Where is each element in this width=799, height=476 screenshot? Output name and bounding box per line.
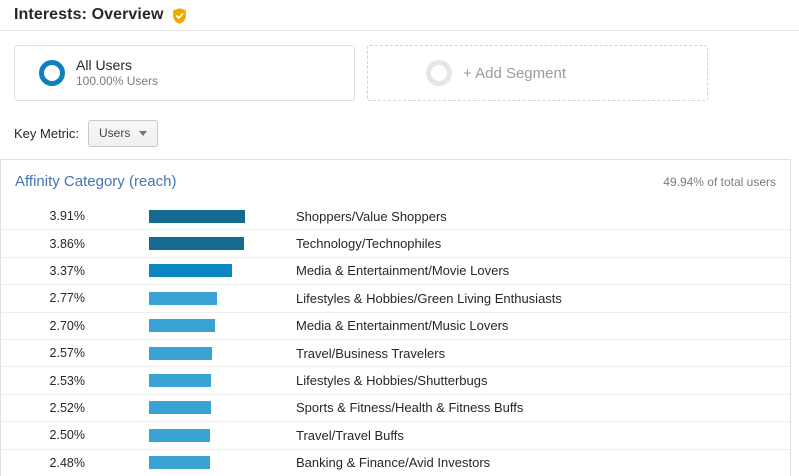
row-label: Travel/Business Travelers (296, 345, 446, 361)
affinity-category-link[interactable]: Affinity Category (reach) (15, 173, 177, 190)
empty-segment-circle-icon (426, 60, 452, 86)
segment-sublabel: 100.00% Users (76, 74, 159, 88)
total-users-percentage: 49.94% of total users (663, 175, 776, 189)
row-percent: 2.57% (49, 346, 85, 361)
row-bar-cell (149, 456, 296, 470)
segment-cards: All Users 100.00% Users + Add Segment (0, 31, 799, 101)
row-bar-cell (149, 401, 296, 415)
row-bar-cell (149, 291, 296, 305)
key-metric-selected-value: Users (99, 126, 131, 140)
row-bar-cell (149, 374, 296, 388)
key-metric-dropdown[interactable]: Users (88, 119, 159, 147)
table-row: 2.57% Travel/Business Travelers (1, 340, 790, 368)
affinity-panel: Affinity Category (reach) 49.94% of tota… (0, 159, 791, 476)
row-label: Sports & Fitness/Health & Fitness Buffs (296, 400, 524, 416)
row-bar-cell (149, 237, 296, 251)
row-label: Media & Entertainment/Movie Lovers (296, 263, 510, 279)
row-label: Lifestyles & Hobbies/Green Living Enthus… (296, 290, 562, 306)
table-row: 3.91% Shoppers/Value Shoppers (1, 203, 790, 231)
row-bar (149, 401, 211, 415)
row-bar-cell (149, 264, 296, 278)
table-row: 2.48% Banking & Finance/Avid Investors (1, 450, 790, 476)
table-row: 2.53% Lifestyles & Hobbies/Shutterbugs (1, 367, 790, 395)
row-percent: 2.52% (49, 400, 85, 415)
row-label: Banking & Finance/Avid Investors (296, 455, 491, 471)
row-bar (149, 264, 232, 278)
row-label: Technology/Technophiles (296, 236, 442, 252)
segment-circle-icon (39, 60, 65, 86)
table-row: 3.37% Media & Entertainment/Movie Lovers (1, 258, 790, 286)
row-bar (149, 237, 244, 251)
row-label: Media & Entertainment/Music Lovers (296, 318, 509, 334)
row-bar (149, 346, 212, 360)
verified-shield-icon (171, 7, 188, 25)
row-percent: 2.53% (49, 373, 85, 388)
row-bar (149, 456, 210, 470)
row-percent: 2.70% (49, 318, 85, 333)
row-label: Shoppers/Value Shoppers (296, 208, 447, 224)
row-percent: 3.86% (49, 236, 85, 251)
row-label: Lifestyles & Hobbies/Shutterbugs (296, 373, 488, 389)
row-bar (149, 209, 245, 223)
affinity-table: 3.91% Shoppers/Value Shoppers 3.86% Tech… (1, 203, 790, 476)
row-bar (149, 319, 215, 333)
table-row: 2.50% Travel/Travel Buffs (1, 422, 790, 450)
key-metric-label: Key Metric: (14, 125, 80, 141)
key-metric-bar: Key Metric: Users (0, 101, 799, 148)
row-percent: 3.91% (49, 209, 85, 224)
table-row: 2.52% Sports & Fitness/Health & Fitness … (1, 395, 790, 423)
affinity-panel-header: Affinity Category (reach) 49.94% of tota… (1, 160, 790, 196)
row-bar (149, 374, 211, 388)
page-title: Interests: Overview (14, 6, 164, 23)
table-row: 2.77% Lifestyles & Hobbies/Green Living … (1, 285, 790, 313)
row-percent: 2.77% (49, 291, 85, 306)
segment-label: All Users (76, 57, 133, 73)
row-percent: 2.48% (49, 455, 85, 470)
row-label: Travel/Travel Buffs (296, 427, 404, 443)
row-percent: 2.50% (49, 428, 85, 443)
row-bar-cell (149, 319, 296, 333)
row-bar (149, 428, 210, 442)
table-row: 2.70% Media & Entertainment/Music Lovers (1, 313, 790, 340)
page-header: Interests: Overview (0, 0, 799, 31)
chevron-down-icon (139, 130, 148, 136)
add-segment-label: + Add Segment (463, 64, 566, 82)
row-percent: 3.37% (49, 263, 85, 278)
row-bar-cell (149, 209, 296, 223)
row-bar-cell (149, 346, 296, 360)
table-row: 3.86% Technology/Technophiles (1, 230, 790, 258)
row-bar-cell (149, 428, 296, 442)
row-bar (149, 291, 217, 305)
all-users-segment-card[interactable]: All Users 100.00% Users (14, 45, 355, 101)
add-segment-button[interactable]: + Add Segment (367, 45, 708, 101)
